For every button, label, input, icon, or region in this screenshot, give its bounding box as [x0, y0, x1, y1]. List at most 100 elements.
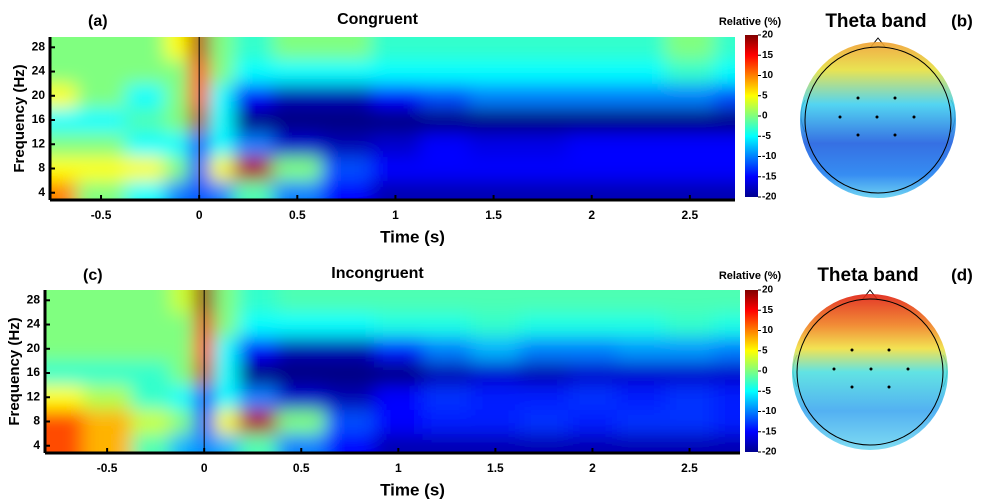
heatmap-cell: [45, 385, 84, 410]
y-tick-label: 28: [27, 292, 41, 306]
colorbar-tick-label: 0: [762, 366, 768, 377]
x-tick-label: 0: [196, 208, 203, 222]
heatmap-cell: [374, 433, 424, 453]
heatmap-cell: [276, 385, 327, 410]
heatmap-cell: [568, 336, 618, 362]
heatmap-cell: [518, 132, 568, 157]
x-axis-label: Time (s): [380, 227, 445, 246]
heatmap-cell: [50, 180, 77, 200]
heatmap-cell: [125, 132, 166, 157]
colorbar-tick-label: -15: [762, 426, 777, 437]
heatmap-cell: [164, 37, 190, 60]
heatmap-cell: [713, 433, 740, 453]
heatmap-cell: [469, 59, 519, 85]
heatmap-cell: [568, 360, 618, 386]
x-tick-label: 1: [395, 461, 402, 475]
y-tick-label: 20: [27, 341, 41, 355]
chart-title: Congruent: [337, 11, 419, 28]
heatmap-cell: [616, 180, 666, 200]
heatmap-cell: [276, 290, 327, 313]
heatmap-cell: [76, 132, 127, 157]
heatmap-cells: [45, 290, 740, 453]
heatmap-cell: [714, 180, 735, 200]
heatmap-cell: [714, 83, 735, 109]
heatmap-cells: [50, 37, 735, 200]
heatmap-cell: [616, 336, 666, 362]
colorbar-tick-label: 15: [762, 50, 774, 61]
heatmap-cell: [616, 156, 666, 182]
heatmap-cell: [422, 433, 472, 453]
y-tick-label: 8: [33, 414, 40, 428]
heatmap-cell: [370, 132, 421, 157]
heatmap-cell: [76, 37, 127, 60]
heatmap-cell: [321, 180, 372, 200]
heatmap-cell: [208, 132, 235, 157]
heatmap-cell: [325, 433, 375, 453]
colorbar-tick-label: -10: [762, 151, 777, 162]
heatmap-cell: [616, 59, 666, 85]
colorbar-tick-label: 20: [762, 30, 774, 41]
x-tick-label: 0.5: [289, 208, 306, 222]
heatmap-cell: [519, 433, 569, 453]
x-tick-label: 1.5: [485, 208, 502, 222]
head-outline: [804, 46, 952, 194]
topomap-title: Theta band: [825, 11, 926, 32]
heatmap-cell: [170, 312, 195, 338]
heatmap-cell: [213, 360, 239, 386]
heatmap-cell: [272, 156, 323, 182]
heatmap-cell: [125, 180, 166, 200]
electrodes: [838, 96, 916, 137]
heatmap-cell: [76, 83, 127, 109]
heatmap-cell: [208, 107, 235, 133]
colorbar: [745, 290, 758, 452]
topomap-title: Theta band: [817, 265, 918, 286]
heatmap: [50, 37, 735, 200]
heatmap: [45, 290, 740, 453]
heatmap-cell: [519, 360, 569, 386]
heatmap-cell: [125, 156, 166, 182]
heatmap-cell: [321, 37, 372, 60]
heatmap-cell: [125, 107, 166, 133]
heatmap-cell: [422, 290, 472, 313]
panel-label: (c): [83, 267, 103, 284]
colorbar-label: Relative (%): [719, 16, 782, 28]
heatmap-cell: [164, 107, 190, 133]
y-axis-label: Frequency (Hz): [11, 64, 28, 172]
heatmap-cell: [325, 409, 375, 435]
heatmap-cell: [213, 385, 239, 410]
y-tick-label: 16: [32, 112, 46, 126]
heatmap-cell: [164, 132, 190, 157]
heatmap-cell: [370, 83, 421, 109]
heatmap-cell: [471, 360, 521, 386]
heatmap-cell: [325, 312, 375, 338]
electrodes: [832, 348, 910, 389]
heatmap-cell: [164, 59, 190, 85]
heatmap-cell: [131, 312, 171, 338]
heatmap-cell: [616, 312, 666, 338]
colorbar-tick-label: -20: [762, 447, 777, 458]
heatmap-cell: [567, 83, 617, 109]
heatmap-cell: [82, 385, 132, 410]
heatmap-cell: [164, 83, 190, 109]
x-tick-label: 2: [588, 208, 595, 222]
y-tick-label: 16: [27, 365, 41, 379]
topomap: [792, 289, 948, 450]
head-map: [792, 294, 948, 450]
heatmap-cell: [370, 37, 421, 60]
heatmap-cell: [233, 156, 274, 182]
heatmap-cell: [713, 290, 740, 313]
x-tick-label: 1: [392, 208, 399, 222]
chart-title: Incongruent: [331, 265, 424, 282]
head-map: [800, 42, 956, 198]
x-tick-label: 0.5: [293, 461, 310, 475]
heatmap-cell: [567, 37, 617, 60]
heatmap-cell: [374, 312, 424, 338]
y-tick-label: 24: [32, 64, 46, 78]
heatmap-cell: [469, 132, 519, 157]
heatmap-cell: [374, 385, 424, 410]
heatmap-cell: [419, 180, 470, 200]
heatmap-cell: [567, 59, 617, 85]
heatmap-cell: [164, 156, 190, 182]
y-tick-label: 28: [32, 39, 46, 53]
